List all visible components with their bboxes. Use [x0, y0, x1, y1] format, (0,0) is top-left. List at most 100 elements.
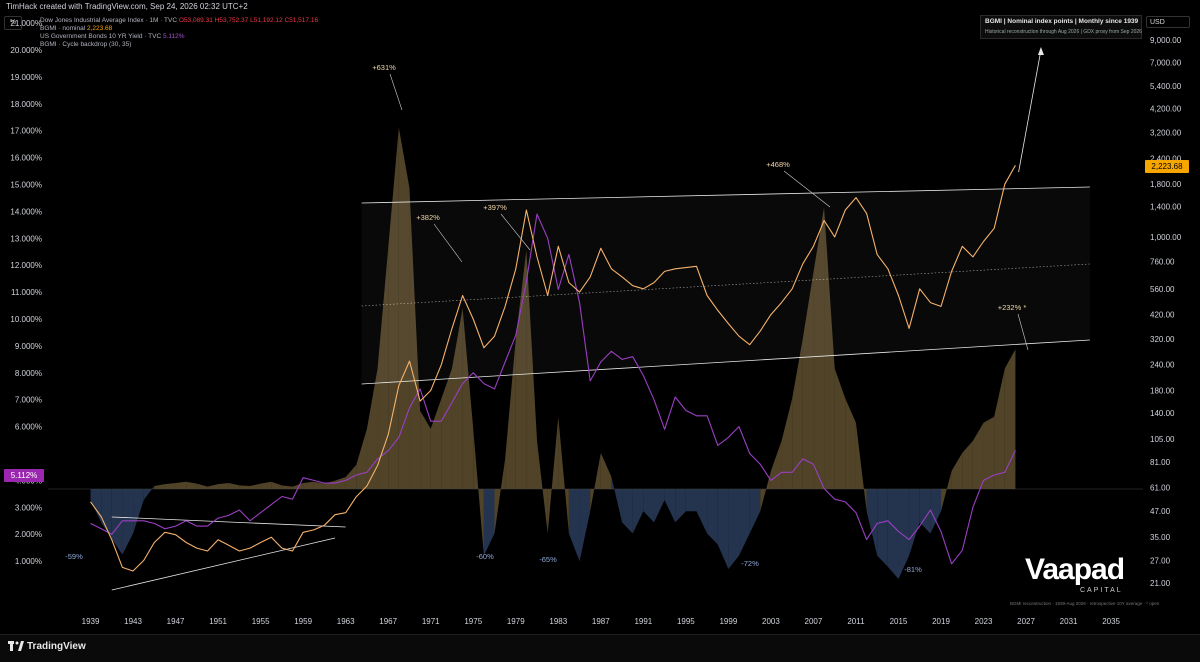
x-axis-tick-label: 1955	[252, 617, 270, 626]
chart-legend: Dow Jones Industrial Average Index · 1M …	[40, 17, 318, 49]
right-axis-tick-label: 5,400.00	[1150, 82, 1182, 91]
chart-canvas[interactable]: +631% +382% +397% +468% +232% * -59% -60% -65% -…	[0, 0, 1200, 634]
left-axis-tick-label: 6.000%	[15, 423, 42, 432]
left-axis-tick-label: 2.000%	[15, 530, 42, 539]
cycle-backdrop-segment	[707, 489, 718, 545]
legend-bgmi[interactable]: BGMI · nominal 2,223.68	[40, 25, 113, 32]
cycle-backdrop-segment	[143, 485, 155, 501]
cycle-backdrop-segment	[313, 481, 325, 489]
left-axis-tick-label: 1.000%	[15, 557, 42, 566]
cycle-backdrop-segment	[898, 489, 910, 579]
tradingview-brand[interactable]: TradingView	[27, 641, 86, 652]
cycle-backdrop-segment	[760, 470, 771, 512]
tradingview-logo-icon	[8, 641, 24, 651]
yield-series-line	[90, 213, 1016, 565]
cycle-backdrop-segment	[324, 480, 336, 489]
x-axis-tick-label: 2035	[1102, 617, 1120, 626]
left-axis-tick-label: 19.000%	[10, 73, 42, 82]
yield-series-layer	[90, 213, 1016, 565]
left-axis-tick-label: 18.000%	[10, 100, 42, 109]
cycle-backdrop-segment	[345, 464, 357, 489]
cycle-backdrop-segment	[887, 489, 899, 579]
cycle-backdrop-segment	[111, 489, 123, 555]
x-axis-tick-label: 1939	[82, 617, 100, 626]
x-axis-tick-label: 1983	[549, 617, 567, 626]
created-with-text: TimHack created with TradingView.com, Se…	[6, 2, 248, 11]
annotation-label: +232% *	[998, 303, 1027, 312]
info-box-subtitle: Historical reconstruction through Aug 20…	[985, 29, 1142, 35]
left-axis-tick-label: 15.000%	[10, 181, 42, 190]
annotation-label: +397%	[483, 203, 507, 212]
cycle-backdrop-segment	[983, 416, 995, 489]
cycle-backdrop-segment	[409, 187, 421, 489]
x-axis-tick-label: 1959	[294, 617, 312, 626]
cycle-backdrop-segment	[930, 489, 942, 534]
cycle-backdrop-segment	[696, 489, 708, 534]
cycle-backdrop-segment	[377, 248, 389, 489]
x-axis-tick-label: 2015	[890, 617, 908, 626]
cycle-backdrop-segment	[749, 489, 761, 534]
logo-text: Vaapad	[1025, 553, 1125, 586]
x-axis-tick-label: 1999	[719, 617, 737, 626]
cycle-backdrop-segment	[292, 482, 304, 489]
cycle-backdrop-segment	[972, 422, 984, 489]
cycle-backdrop-segment	[770, 440, 782, 489]
cycle-backdrop-segment	[218, 482, 229, 489]
currency-button[interactable]: USD	[1146, 16, 1190, 28]
top-bar	[0, 0, 1200, 14]
cycle-backdrop-segment	[451, 308, 463, 489]
cycle-backdrop-segment	[643, 489, 654, 523]
cycle-backdrop-segment	[632, 489, 644, 534]
projection-arrow-head	[1037, 47, 1044, 55]
cycle-backdrop-segment	[260, 481, 272, 489]
x-axis-tick-label: 1991	[634, 617, 652, 626]
cycle-backdrop-segment	[909, 489, 920, 556]
right-axis-tick-label: 61.00	[1150, 483, 1171, 492]
left-axis-tick-label: 8.000%	[15, 369, 42, 378]
bgmi-series-layer	[90, 165, 1016, 572]
legend-bond-yield[interactable]: US Government Bonds 10 YR Yield · TVC 5.…	[40, 33, 185, 40]
left-axis: 21.000% 20.000% 19.000% 18.000% 17.000% 16.00…	[10, 19, 42, 566]
right-axis: 9,000.00 7,000.00 5,400.00 4,200.00 3,200.00…	[1150, 36, 1182, 588]
annotation-leader-line	[389, 73, 403, 111]
cycle-backdrop-segment	[685, 489, 697, 512]
left-axis-tick-label: 14.000%	[10, 207, 42, 216]
annotation-label: -60%	[476, 552, 494, 561]
cycle-backdrop-segment	[196, 483, 208, 489]
cycle-backdrop-segment	[239, 485, 250, 489]
cycle-backdrop-segment	[154, 484, 165, 489]
x-axis-tick-label: 2019	[932, 617, 950, 626]
cycle-backdrop-segment	[366, 368, 378, 489]
annotation-label: -72%	[741, 559, 759, 568]
left-axis-tick-label: 13.000%	[10, 234, 42, 243]
cycle-backdrop-segment	[462, 308, 474, 489]
cycle-backdrop-segment	[505, 338, 516, 489]
left-axis-tick-label: 17.000%	[10, 127, 42, 136]
x-axis-tick-label: 1971	[422, 617, 440, 626]
cycle-backdrop-segment	[494, 458, 506, 534]
channel-upper-line	[361, 186, 1090, 204]
cycle-backdrop-segment	[281, 485, 293, 489]
annotation-leader-line	[1017, 313, 1029, 351]
left-axis-tick-label: 7.000%	[15, 396, 42, 405]
x-axis-tick-label: 2007	[805, 617, 823, 626]
info-box-title: BGMI | Nominal index points | Monthly si…	[985, 18, 1139, 25]
cycle-backdrop-segment	[611, 476, 623, 523]
right-axis-tick-label: 140.00	[1150, 409, 1175, 418]
x-axis-tick-label: 2003	[762, 617, 780, 626]
legend-dji[interactable]: Dow Jones Industrial Average Index · 1M …	[40, 17, 319, 24]
right-axis-tick-label: 47.00	[1150, 507, 1171, 516]
scale-button[interactable]: %	[4, 16, 22, 30]
cycle-backdrop-segment	[600, 452, 612, 489]
right-axis-tick-label: 27.00	[1150, 556, 1171, 565]
annotation-label: +631%	[372, 63, 396, 72]
x-axis-tick-label: 1963	[337, 617, 355, 626]
cycle-backdrop-segment	[335, 476, 346, 489]
cycle-backdrop-segment	[568, 489, 580, 562]
x-axis-tick-label: 1951	[209, 617, 227, 626]
cycle-backdrop-segment	[441, 368, 452, 489]
logo-subtext: CAPITAL	[1080, 587, 1123, 594]
bgmi-series-line	[90, 165, 1016, 572]
legend-cycle-backdrop[interactable]: BGMI · Cycle backdrop (30, 35)	[40, 41, 132, 48]
left-axis-tick-label: 10.000%	[10, 315, 42, 324]
